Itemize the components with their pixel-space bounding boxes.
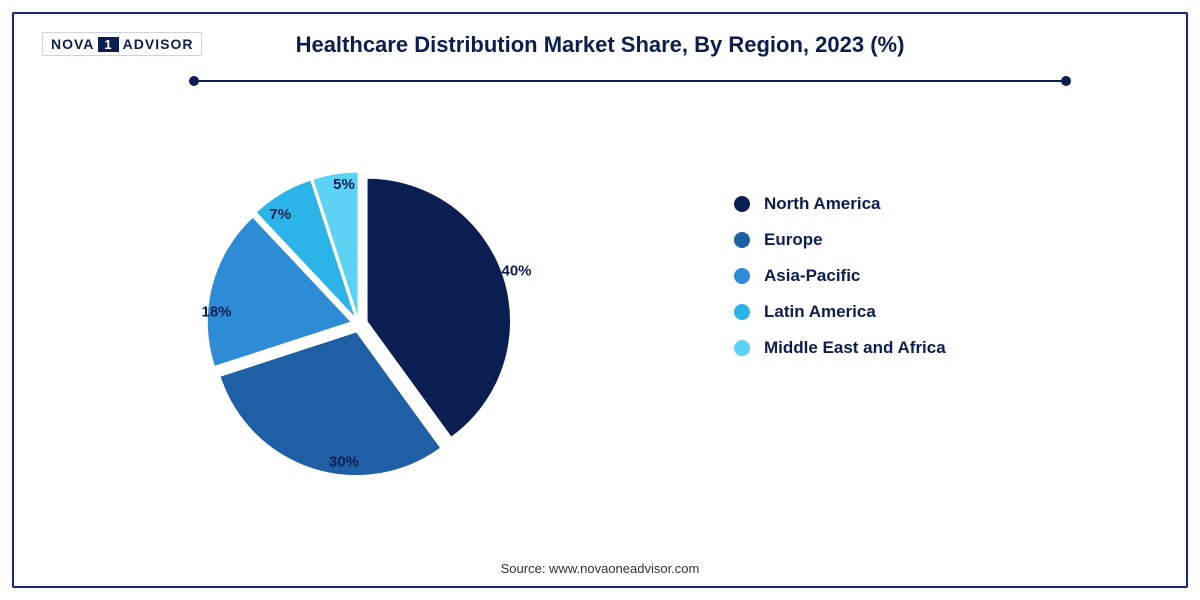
legend-item-middle-east-and-africa: Middle East and Africa [734,338,946,358]
pie-chart: 40% 30% 18% 7% 5% [134,104,584,544]
legend-item-north-america: North America [734,194,946,214]
legend-swatch-icon [734,232,750,248]
legend-swatch-icon [734,268,750,284]
legend-label: North America [764,194,881,214]
divider-line [194,80,1066,82]
legend-item-europe: Europe [734,230,946,250]
slice-label-asia-pacific: 18% [201,304,231,321]
legend-label: Middle East and Africa [764,338,946,358]
legend-label: Europe [764,230,823,250]
divider-dot-left-icon [189,76,199,86]
slice-label-north-america: 40% [501,262,531,279]
source-text: Source: www.novaoneadvisor.com [14,561,1186,576]
legend-item-asia-pacific: Asia-Pacific [734,266,946,286]
chart-frame: NOVA 1 ADVISOR Healthcare Distribution M… [12,12,1188,588]
slice-label-latin-america: 7% [269,206,291,223]
legend-label: Asia-Pacific [764,266,860,286]
slice-label-middle-east-and-africa: 5% [333,176,355,193]
slice-label-europe: 30% [329,454,359,471]
chart-title: Healthcare Distribution Market Share, By… [14,32,1186,58]
legend-swatch-icon [734,196,750,212]
legend-swatch-icon [734,304,750,320]
legend-item-latin-america: Latin America [734,302,946,322]
pie-svg: 40% 30% 18% 7% 5% [134,104,584,544]
divider-dot-right-icon [1061,76,1071,86]
legend: North America Europe Asia-Pacific Latin Ame… [734,194,946,358]
title-divider [194,76,1066,86]
legend-label: Latin America [764,302,876,322]
legend-swatch-icon [734,340,750,356]
